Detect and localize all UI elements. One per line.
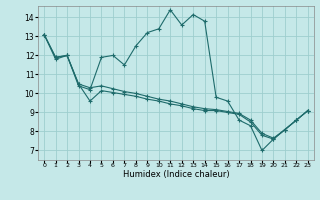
X-axis label: Humidex (Indice chaleur): Humidex (Indice chaleur) bbox=[123, 170, 229, 179]
